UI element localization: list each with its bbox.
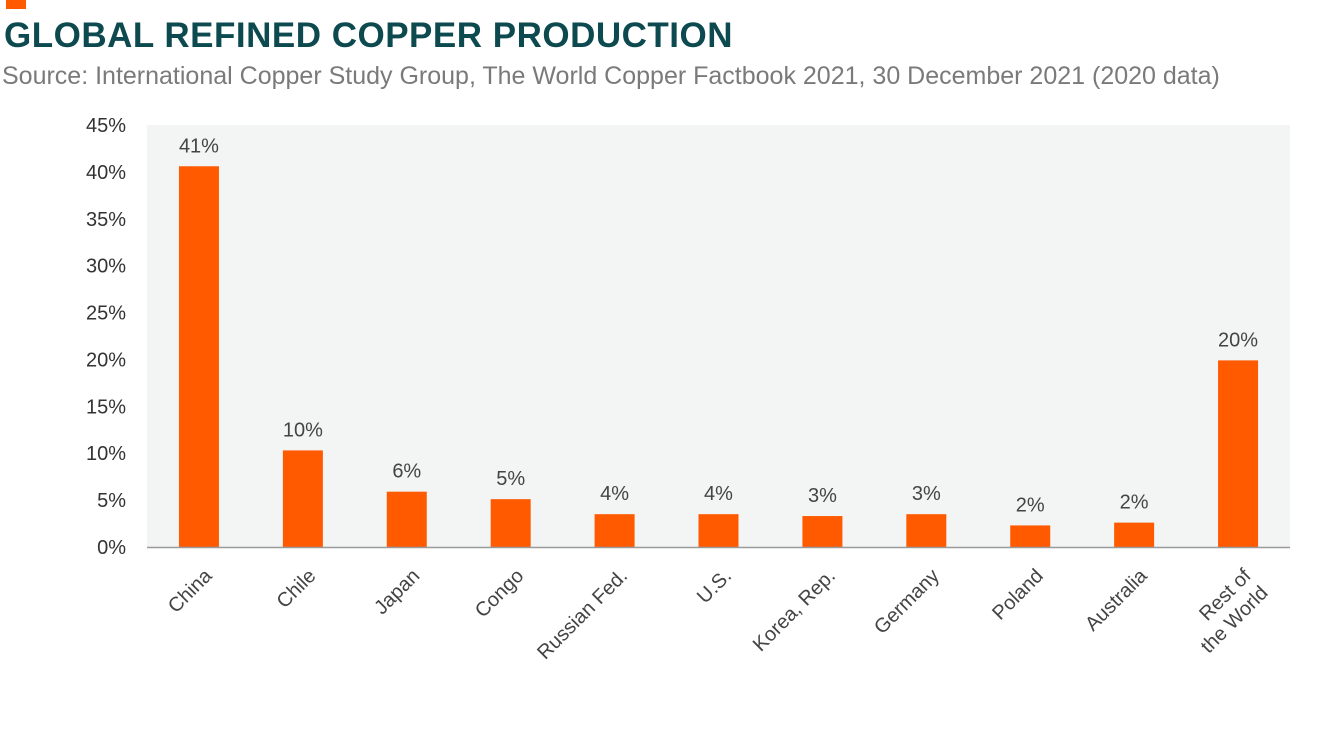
data-label: 3% [808,485,837,507]
svg-text:Japan: Japan [370,565,424,619]
category-label: U.S. [693,565,736,608]
category-label: Congo [471,565,528,622]
data-label: 20% [1218,329,1258,351]
y-tick-label: 5% [97,490,126,512]
svg-text:Korea, Rep.: Korea, Rep. [749,565,840,656]
category-label: Japan [370,565,424,619]
bar [594,514,635,547]
category-label: Australia [1081,564,1152,635]
y-tick-label: 40% [86,162,126,184]
bar [1114,522,1155,547]
svg-text:Germany: Germany [870,565,944,639]
bar [490,499,531,547]
svg-text:Congo: Congo [471,565,528,622]
bar [802,516,843,547]
data-label: 4% [600,483,629,505]
chart-title: GLOBAL REFINED COPPER PRODUCTION [4,16,734,55]
svg-text:Russian Fed.: Russian Fed. [533,565,632,664]
data-label: 41% [179,135,219,157]
y-axis-ticks: 0% 5% 10% 15% 20% 25% 30% 35% 40% 45% [86,115,126,559]
bar [282,450,323,547]
data-label: 6% [392,461,421,483]
category-label: Chile [273,565,321,613]
data-label: 2% [1120,492,1149,514]
category-label: Rest ofthe World [1180,565,1273,658]
x-axis-labels: China Chile Japan Congo Russian Fed. U.S. Kore… [164,564,1273,664]
data-label: 10% [283,419,323,441]
bar [906,514,947,547]
bar [698,514,739,547]
y-tick-label: 45% [86,115,126,137]
svg-text:China: China [164,564,217,617]
data-label: 4% [704,483,733,505]
category-label: Germany [870,565,944,639]
svg-text:U.S.: U.S. [693,565,736,608]
plot-background [147,125,1290,547]
bar [1218,360,1259,547]
accent-mark [6,0,26,9]
category-label: China [164,564,217,617]
y-tick-label: 15% [86,396,126,418]
data-label: 2% [1016,494,1045,516]
data-label: 5% [496,468,525,490]
data-labels: 41% 10% 6% 5% 4% 4% 3% 3% 2% 2% 20% [179,135,1258,516]
category-label: Poland [988,565,1048,625]
data-label: 3% [912,483,941,505]
category-label: Russian Fed. [533,565,632,664]
y-tick-label: 10% [86,443,126,465]
category-label: Korea, Rep. [749,565,840,656]
chart-subtitle: Source: International Copper Study Group… [2,62,1220,90]
y-tick-label: 30% [86,256,126,278]
y-tick-label: 25% [86,303,126,325]
y-tick-label: 35% [86,209,126,231]
bar [178,166,219,548]
svg-text:Rest ofthe World: Rest ofthe World [1180,565,1273,658]
svg-text:Chile: Chile [273,565,321,613]
bar [386,491,427,547]
svg-text:Australia: Australia [1081,564,1152,635]
bar [1010,525,1051,547]
y-tick-label: 20% [86,349,126,371]
svg-text:Poland: Poland [988,565,1048,625]
bars [178,166,1259,548]
y-tick-label: 0% [97,537,126,559]
